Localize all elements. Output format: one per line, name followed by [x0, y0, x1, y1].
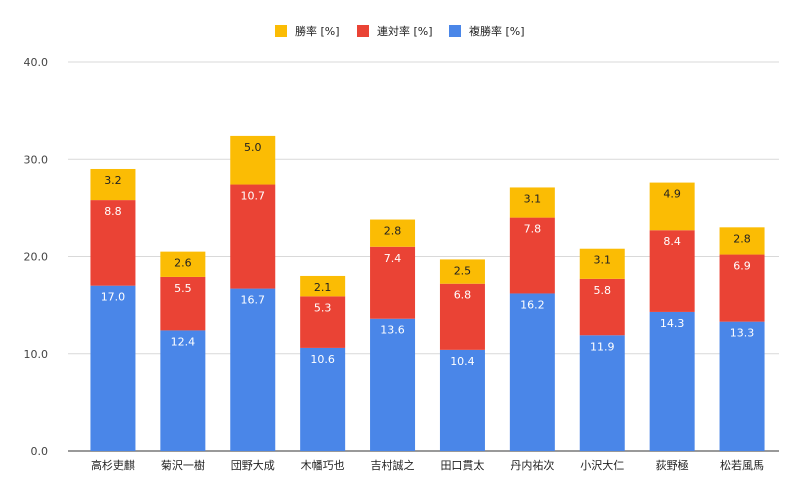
bar-segment — [300, 296, 346, 348]
legend-label: 複勝率 [%] — [469, 24, 525, 38]
data-label: 14.3 — [660, 317, 685, 330]
x-tick-label: 丹内祐次 — [510, 458, 554, 472]
data-label: 7.4 — [384, 252, 402, 265]
bar-segment — [160, 330, 206, 451]
data-label: 2.1 — [314, 281, 332, 294]
data-label: 2.5 — [454, 264, 472, 277]
bar-segment — [649, 182, 695, 231]
bar-segment — [230, 184, 276, 289]
legend-swatch — [449, 25, 461, 37]
bar-segment — [579, 278, 625, 336]
data-label: 2.8 — [384, 225, 402, 238]
x-tick-label: 田口貫太 — [440, 459, 484, 472]
bar-segment — [300, 275, 346, 297]
data-label: 12.4 — [171, 335, 196, 348]
bar-segment — [579, 335, 625, 451]
bar-segment — [300, 347, 346, 451]
data-label: 13.3 — [730, 327, 755, 340]
bar-segment — [439, 283, 485, 350]
data-label: 10.7 — [241, 190, 266, 203]
data-label: 3.2 — [104, 174, 122, 187]
bar-segment — [160, 276, 206, 331]
bar-segment — [370, 246, 416, 319]
y-tick-label: 0.0 — [31, 445, 49, 458]
legend-swatch — [357, 25, 369, 37]
legend: 勝率 [%] 連対率 [%] 複勝率 [%] — [275, 24, 525, 38]
data-label: 5.8 — [594, 284, 612, 297]
y-tick-label: 20.0 — [24, 251, 49, 264]
legend-label: 連対率 [%] — [377, 24, 433, 38]
data-label: 3.1 — [524, 192, 542, 205]
data-label: 17.0 — [101, 291, 126, 304]
data-label: 2.8 — [733, 232, 751, 245]
bar-segment — [509, 293, 555, 451]
data-label: 5.3 — [314, 301, 332, 314]
bar-segment — [370, 318, 416, 451]
x-tick-label: 吉村誠之 — [371, 458, 415, 472]
bar-segment — [439, 349, 485, 451]
bar-segment — [509, 187, 555, 218]
bar-segment — [90, 200, 136, 286]
bar-segment — [230, 135, 276, 185]
data-label: 2.6 — [174, 257, 192, 270]
bars: 17.0 8.8 3.2 12.4 5.5 2.6 16.7 10.7 5.0 10.6 5.3 2.… — [90, 135, 765, 451]
data-label: 8.8 — [104, 205, 122, 218]
x-tick-label: 菊沢一樹 — [161, 458, 205, 472]
data-label: 16.2 — [520, 298, 545, 311]
y-axis-ticks: 0.0 10.0 20.0 30.0 40.0 — [24, 56, 49, 458]
legend-swatch — [275, 25, 287, 37]
y-tick-label: 10.0 — [24, 348, 49, 361]
bar-segment — [439, 259, 485, 284]
y-tick-label: 40.0 — [24, 56, 49, 69]
x-tick-label: 木幡巧也 — [301, 458, 345, 472]
bar-segment — [649, 230, 695, 312]
data-label: 5.0 — [244, 141, 262, 154]
bar-segment — [719, 321, 765, 451]
data-label: 3.1 — [594, 254, 612, 267]
y-tick-label: 30.0 — [24, 153, 49, 166]
data-label: 4.9 — [663, 188, 681, 201]
data-label: 13.6 — [380, 324, 405, 337]
bar-segment — [579, 248, 625, 279]
x-tick-label: 松若風馬 — [720, 458, 764, 472]
x-tick-label: 荻野極 — [656, 458, 689, 472]
bar-segment — [160, 251, 206, 277]
data-label: 16.7 — [241, 294, 266, 307]
bar-segment — [370, 219, 416, 247]
data-label: 6.8 — [454, 289, 472, 302]
bar-segment — [719, 227, 765, 255]
data-label: 10.6 — [310, 353, 335, 366]
data-label: 5.5 — [174, 282, 192, 295]
data-label: 8.4 — [663, 235, 681, 248]
bar-segment — [90, 285, 136, 451]
data-label: 11.9 — [590, 340, 615, 353]
bar-segment — [230, 288, 276, 451]
data-label: 7.8 — [524, 223, 542, 236]
x-axis-labels: 高杉吏麒 菊沢一樹 団野大成 木幡巧也 吉村誠之 田口貫太 丹内祐次 小沢大仁 荻野極 松若風馬 — [91, 458, 764, 472]
bar-segment — [90, 168, 136, 201]
x-tick-label: 団野大成 — [231, 458, 275, 472]
x-tick-label: 高杉吏麒 — [91, 458, 135, 472]
data-label: 10.4 — [450, 355, 475, 368]
legend-label: 勝率 [%] — [295, 24, 340, 38]
x-tick-label: 小沢大仁 — [580, 458, 624, 472]
bar-segment — [649, 311, 695, 451]
bar-segment — [719, 254, 765, 322]
data-label: 6.9 — [733, 260, 751, 273]
bar-segment — [509, 217, 555, 294]
